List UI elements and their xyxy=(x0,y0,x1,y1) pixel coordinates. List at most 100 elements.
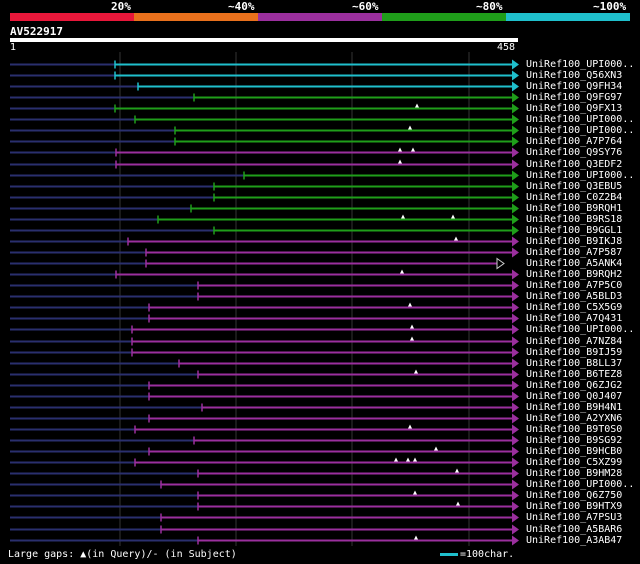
hit-label-link[interactable]: UniRef100_B9HM28 xyxy=(526,467,623,479)
hit-arrow xyxy=(512,313,519,324)
hit-label-link[interactable]: UniRef100_C5X5G9 xyxy=(526,301,623,313)
hit-label-link[interactable]: UniRef100_A7P587 xyxy=(526,246,623,258)
gap-marker xyxy=(414,369,418,374)
legend-label-1: 20% xyxy=(111,0,131,13)
hit-label-link[interactable]: UniRef100_B9T0S0 xyxy=(526,423,623,435)
hit-arrow xyxy=(512,457,519,468)
hit-arrow xyxy=(512,324,519,335)
hit-arrow xyxy=(512,391,519,402)
hit-label-link[interactable]: UniRef100_Q56XN3 xyxy=(526,69,623,81)
gap-marker xyxy=(408,125,412,130)
hit-arrow xyxy=(512,402,519,413)
hit-arrow xyxy=(512,125,519,136)
hit-label-link[interactable]: UniRef100_C0Z2B4 xyxy=(526,191,623,203)
ruler-start: 1 xyxy=(10,42,17,53)
hit-label-link[interactable]: UniRef100_A7NZ84 xyxy=(526,335,623,347)
hit-arrow xyxy=(512,103,519,114)
hit-label-link[interactable]: UniRef100_UPI000.. xyxy=(526,113,635,125)
hit-label-link[interactable]: UniRef100_Q0J407 xyxy=(526,390,623,402)
hit-arrow xyxy=(512,358,519,369)
gap-marker xyxy=(410,324,414,329)
gap-marker xyxy=(454,236,458,241)
hit-label-link[interactable]: UniRef100_B8LL37 xyxy=(526,357,623,369)
hit-label-link[interactable]: UniRef100_B9RS18 xyxy=(526,213,623,225)
gap-marker xyxy=(406,457,410,462)
hit-label-link[interactable]: UniRef100_UPI000.. xyxy=(526,478,635,490)
hit-label-link[interactable]: UniRef100_UPI000.. xyxy=(526,124,635,136)
hit-label-link[interactable]: UniRef100_A5ANK4 xyxy=(526,257,623,269)
hit-arrow xyxy=(512,92,519,103)
hit-label-link[interactable]: UniRef100_Q3EDF2 xyxy=(526,158,623,170)
hit-arrow xyxy=(512,490,519,501)
hit-arrow xyxy=(512,203,519,214)
hit-arrow xyxy=(512,269,519,280)
hit-arrow xyxy=(512,192,519,203)
hit-arrow xyxy=(512,468,519,479)
hit-arrow xyxy=(512,170,519,181)
scale-text: =100char. xyxy=(460,549,515,560)
legend-label-3: ~60% xyxy=(352,0,379,13)
hit-label-link[interactable]: UniRef100_A7PSU3 xyxy=(526,511,623,523)
hit-label-link[interactable]: UniRef100_A5BLD3 xyxy=(526,290,623,302)
hit-arrow xyxy=(512,136,519,147)
hit-arrow xyxy=(512,280,519,291)
hit-arrow xyxy=(512,424,519,435)
hit-label-link[interactable]: UniRef100_A2YXN6 xyxy=(526,412,623,424)
gap-marker xyxy=(434,446,438,451)
query-name: AV522917 xyxy=(10,25,63,38)
hit-arrow xyxy=(512,535,519,546)
legend-label-2: ~40% xyxy=(228,0,255,13)
hit-label-link[interactable]: UniRef100_A7P764 xyxy=(526,135,623,147)
hit-label-link[interactable]: UniRef100_Q9SY76 xyxy=(526,146,623,158)
legend-label-4: ~80% xyxy=(476,0,503,13)
gap-marker xyxy=(398,147,402,152)
hit-label-link[interactable]: UniRef100_Q9FH34 xyxy=(526,80,623,92)
legend-label-5: ~100% xyxy=(593,0,627,13)
hit-label-link[interactable]: UniRef100_C5XZ99 xyxy=(526,456,623,468)
gap-marker xyxy=(410,336,414,341)
hit-arrow xyxy=(512,225,519,236)
hit-arrow xyxy=(512,380,519,391)
gap-marker xyxy=(455,468,459,473)
hit-label-link[interactable]: UniRef100_B6TEZ8 xyxy=(526,368,623,380)
hit-label-link[interactable]: UniRef100_UPI000.. xyxy=(526,169,635,181)
scale-key: =100char. xyxy=(440,549,514,560)
hit-arrow xyxy=(496,257,505,270)
legend-swatch-5 xyxy=(506,13,630,21)
gap-marker xyxy=(408,424,412,429)
hit-label-link[interactable]: UniRef100_A7P5C0 xyxy=(526,279,623,291)
hit-label-link[interactable]: UniRef100_Q3EBU5 xyxy=(526,180,623,192)
hit-label-link[interactable]: UniRef100_B9IKJ8 xyxy=(526,235,623,247)
hit-label-link[interactable]: UniRef100_Q9FG97 xyxy=(526,91,623,103)
legend-swatch-4 xyxy=(382,13,506,21)
hit-label-link[interactable]: UniRef100_B9H4N1 xyxy=(526,401,623,413)
hit-label-link[interactable]: UniRef100_A5BAR6 xyxy=(526,523,623,535)
hit-arrow xyxy=(512,70,519,81)
hit-label-link[interactable]: UniRef100_B9SG92 xyxy=(526,434,623,446)
gap-marker xyxy=(413,490,417,495)
hit-label-link[interactable]: UniRef100_Q6Z750 xyxy=(526,489,623,501)
hit-arrow xyxy=(512,114,519,125)
hit-label-link[interactable]: UniRef100_B9HTX9 xyxy=(526,500,623,512)
hit-arrow xyxy=(512,347,519,358)
hit-label-link[interactable]: UniRef100_Q6ZJG2 xyxy=(526,379,623,391)
hit-arrow xyxy=(512,214,519,225)
gap-marker xyxy=(456,501,460,506)
hit-label-link[interactable]: UniRef100_B9GGL1 xyxy=(526,224,623,236)
hit-label-link[interactable]: UniRef100_Q9FX13 xyxy=(526,102,623,114)
gap-marker xyxy=(415,103,419,108)
hit-label-link[interactable]: UniRef100_A7Q431 xyxy=(526,312,623,324)
gap-marker xyxy=(400,269,404,274)
hit-label-link[interactable]: UniRef100_B9IJ59 xyxy=(526,346,623,358)
hit-label-link[interactable]: UniRef100_UPI000.. xyxy=(526,323,635,335)
hit-arrow xyxy=(512,512,519,523)
hit-label-link[interactable]: UniRef100_B9RQH2 xyxy=(526,268,623,280)
hit-label-link[interactable]: UniRef100_B9HCB0 xyxy=(526,445,623,457)
hit-label-link[interactable]: UniRef100_UPI000.. xyxy=(526,58,635,70)
hit-label-link[interactable]: UniRef100_B9RQH1 xyxy=(526,202,623,214)
hit-label-link[interactable]: UniRef100_A3AB47 xyxy=(526,534,623,546)
hit-arrow xyxy=(512,446,519,457)
hit-arrow xyxy=(512,247,519,258)
gap-marker xyxy=(401,214,405,219)
gap-marker xyxy=(414,535,418,540)
